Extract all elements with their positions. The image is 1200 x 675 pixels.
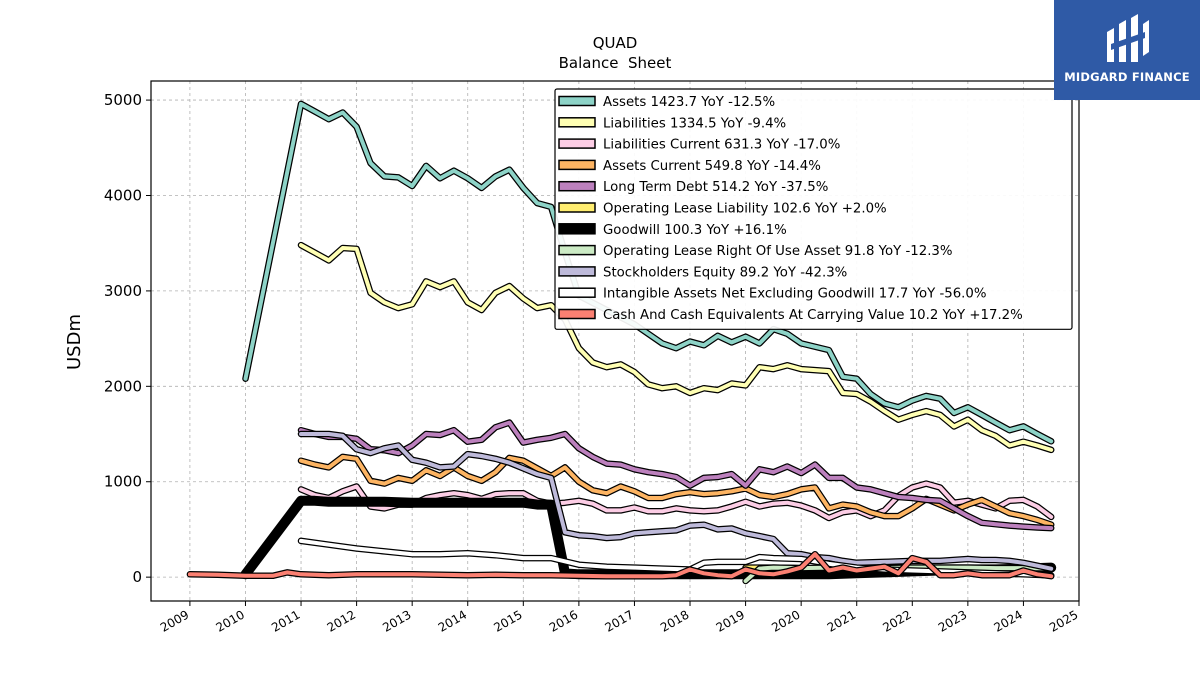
legend-label: Cash And Cash Equivalents At Carrying Va… [603,308,1023,323]
x-tick-label: 2020 [769,607,802,634]
series-10-line [187,552,1054,579]
x-tick-label: 2019 [714,607,747,634]
x-tick-label: 2009 [158,607,191,634]
legend-swatch [558,138,596,149]
legend-swatch [558,244,596,256]
y-tick-label: 3000 [104,282,142,300]
x-tick-label: 2016 [547,607,580,634]
x-tick-label: 2017 [602,607,635,634]
legend-label: Long Term Debt 514.2 YoY -37.5% [603,180,828,195]
legend-swatch [558,266,596,277]
legend-label: Liabilities 1334.5 YoY -9.4% [603,116,786,131]
series-1-line [299,243,1054,452]
y-tick-label: 0 [132,568,142,586]
series-0-line [243,101,1054,444]
legend-swatch [558,180,596,192]
y-tick-label: 2000 [104,377,142,395]
legend-label: Liabilities Current 631.3 YoY -17.0% [603,138,840,153]
y-axis-ticks: 0 1000 2000 3000 4000 5000 [104,91,151,586]
legend-swatch [558,117,596,128]
legend-swatch [558,223,596,235]
x-tick-label: 2010 [214,607,247,634]
x-tick-label: 2024 [991,607,1024,634]
x-tick-label: 2012 [325,607,358,634]
y-tick-label: 1000 [104,473,142,491]
series-8-line [299,432,1054,571]
y-axis-label: USDm [64,314,85,370]
series-3-outline [297,453,1055,528]
legend-box [554,88,1073,330]
x-tick-label: 2018 [658,607,691,634]
x-tick-label: 2011 [269,607,302,634]
legend-label: Operating Lease Liability 102.6 YoY +2.0… [603,202,887,217]
chart-title: QUAD [593,34,638,52]
x-tick-label: 2013 [380,607,413,634]
legend-swatch [558,308,596,320]
x-tick-label: 2014 [436,607,469,634]
x-tick-label: 2021 [825,607,858,634]
brand-name: MIDGARD FINANCE [1064,70,1190,84]
legend: Assets 1423.7 YoY -12.5% Liabilities 1334… [554,88,1073,330]
brand-logo: MIDGARD FINANCE [1054,0,1200,100]
legend-label: Goodwill 100.3 YoY +16.1% [603,223,787,238]
x-tick-label: 2023 [936,607,969,634]
series-4-line [299,420,1054,531]
x-tick-label: 2022 [880,607,913,634]
legend-swatch [558,287,596,298]
y-tick-label: 5000 [104,91,142,109]
series-9-line [299,538,1054,578]
legend-label: Operating Lease Right Of Use Asset 91.8 … [603,244,953,259]
legend-label: Intangible Assets Net Excluding Goodwill… [603,287,987,302]
legend-label: Assets Current 549.8 YoY -14.4% [603,159,821,174]
plot-frame [150,80,1080,602]
legend-swatch [558,95,596,107]
x-tick-label: 2025 [1047,607,1080,634]
series-3-line [299,454,1054,527]
chart-subtitle: Balance Sheet [559,54,672,72]
legend-label: Assets 1423.7 YoY -12.5% [603,95,775,110]
x-axis-ticks: 2009 2010 2011 2012 2013 2014 2015 2016 2017 2018… [158,601,1081,635]
x-tick-label: 2015 [491,607,524,634]
y-tick-label: 4000 [104,186,142,204]
legend-label: Stockholders Equity 89.2 YoY -42.3% [603,265,847,280]
midgard-logo-icon [1107,14,1149,62]
legend-swatch [558,159,596,171]
series-lines [186,100,1057,585]
legend-swatch [558,202,596,213]
